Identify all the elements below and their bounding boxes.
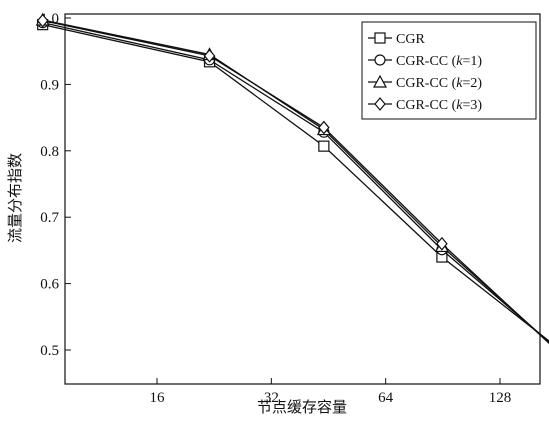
legend-marker-square <box>374 32 386 44</box>
plot-frame <box>64 13 541 385</box>
legend-marker-circle <box>374 54 386 66</box>
data-point-diamond <box>436 236 448 251</box>
data-point-diamond <box>203 48 216 63</box>
series-diamond <box>36 13 549 345</box>
x-tick-label: 16 <box>150 390 166 406</box>
y-tick-label: 0.7 <box>40 210 59 226</box>
x-tick-label: 64 <box>378 390 394 406</box>
data-point-diamond <box>36 13 49 28</box>
y-tick-label: 0.6 <box>40 277 59 293</box>
data-point-square <box>318 140 330 152</box>
y-tick-label: 0.5 <box>40 343 59 359</box>
series-layer <box>35 12 549 345</box>
y-axis: 0.50.60.70.80.91.0 <box>40 11 71 359</box>
y-tick-label: 0.9 <box>40 77 59 93</box>
legend: CGR CGR-CC (k=1) CGR-CC (k=2) CGR-CC (k=3) <box>361 21 537 120</box>
y-axis-title: 流量分布指数 <box>7 153 24 243</box>
x-tick-label: 32 <box>264 390 279 406</box>
x-axis-title: 节点缓存容量 <box>257 399 347 416</box>
legend-label: CGR-CC (k=2) <box>396 76 482 91</box>
legend-label: CGR-CC (k=3) <box>396 98 482 113</box>
legend-label: CGR-CC (k=1) <box>396 54 482 69</box>
x-tick-label: 128 <box>489 390 512 406</box>
x-axis: 16 32 64 128 <box>150 378 512 406</box>
legend-label: CGR <box>396 32 425 47</box>
y-tick-label: 0.8 <box>40 144 59 160</box>
data-point-diamond <box>318 120 330 135</box>
legend-marker-diamond <box>374 97 386 111</box>
legend-marker-triangle <box>372 74 388 88</box>
